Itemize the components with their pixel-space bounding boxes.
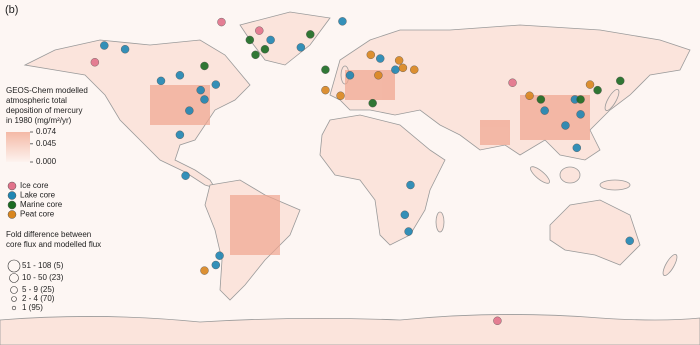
core-site — [200, 266, 209, 275]
continents — [0, 11, 700, 345]
new-zealand — [662, 254, 678, 276]
legend-swatch — [7, 191, 17, 200]
core-site — [181, 171, 190, 180]
core-site — [211, 80, 221, 89]
core-site — [90, 58, 100, 67]
legend-label: Peat core — [20, 210, 55, 219]
core-site — [185, 106, 194, 115]
core-site — [525, 91, 534, 100]
size-swatch — [7, 259, 21, 273]
core-site — [215, 251, 224, 260]
core-site — [376, 54, 385, 63]
core-site — [398, 63, 408, 73]
new-guinea — [599, 179, 631, 191]
madagascar — [435, 211, 445, 233]
core-site — [200, 95, 209, 104]
core-site — [366, 50, 375, 60]
deposition-hotspots — [150, 70, 590, 255]
core-site — [255, 26, 264, 35]
legend-label: Lake core — [20, 191, 56, 200]
core-site — [306, 30, 315, 39]
core-site — [266, 35, 275, 45]
core-site — [616, 76, 625, 86]
colorbar-title: deposition of mercury — [6, 106, 82, 115]
colorbar-title: in 1980 (mg/m²/yr) — [6, 116, 72, 125]
core-site — [576, 95, 585, 104]
colorbar-title: atmospheric total — [6, 96, 67, 105]
core-site — [593, 85, 602, 95]
colorbar-tick-label: 0.000 — [36, 157, 57, 166]
core-site — [394, 56, 404, 65]
australia — [549, 199, 641, 266]
core-site — [508, 78, 517, 87]
core-site — [321, 65, 330, 74]
size-legend-label: 5 - 9 (25) — [22, 285, 55, 294]
size-legend-label: 10 - 50 (23) — [22, 273, 64, 282]
legend-label: Marine core — [20, 200, 63, 209]
size-legend-title: Fold difference between — [6, 230, 91, 239]
core-site — [175, 71, 185, 80]
core-site — [175, 130, 185, 140]
size-legend-title: core flux and modelled flux — [6, 240, 101, 249]
core-site — [493, 316, 502, 325]
core-site — [120, 45, 130, 54]
legend-swatch — [7, 210, 17, 219]
core-site — [576, 110, 585, 119]
japan — [604, 89, 620, 111]
core-site — [406, 180, 415, 190]
eurasia — [329, 24, 691, 161]
core-site — [321, 85, 330, 95]
size-swatch — [11, 296, 17, 302]
core-site — [260, 45, 270, 54]
legend-swatch — [7, 181, 17, 191]
colorbar — [6, 132, 30, 162]
core-site — [585, 80, 595, 89]
core-site — [540, 106, 549, 115]
sites — [90, 17, 634, 325]
core-site — [211, 260, 221, 270]
size-legend-label: 1 (95) — [22, 303, 43, 312]
core-site — [336, 91, 345, 100]
borneo — [559, 166, 581, 184]
sumatra — [530, 166, 550, 184]
core-site — [196, 85, 205, 95]
core-site — [410, 65, 419, 74]
core-site — [400, 210, 410, 219]
core-site — [100, 41, 109, 50]
core-site — [251, 50, 260, 60]
core-site — [156, 76, 166, 86]
size-swatch — [10, 286, 18, 294]
core-site — [374, 71, 383, 80]
size-swatch — [11, 305, 17, 311]
legend-label: Ice core — [20, 181, 49, 190]
africa — [319, 114, 446, 246]
size-swatch — [9, 273, 19, 283]
colorbar-tick-label: 0.074 — [36, 127, 57, 136]
colorbar-tick-label: 0.045 — [36, 139, 57, 148]
core-site — [345, 71, 355, 80]
core-site — [338, 17, 347, 26]
legend-swatch — [7, 200, 17, 210]
core-site — [296, 43, 306, 52]
core-site — [200, 61, 209, 71]
core-site — [404, 227, 413, 236]
colorbar-title: GEOS-Chem modelled — [6, 86, 88, 95]
core-site — [572, 143, 581, 153]
core-site — [368, 98, 377, 108]
core-site — [561, 121, 570, 130]
core-site — [217, 17, 226, 27]
size-legend-label: 51 - 108 (5) — [22, 261, 64, 270]
core-site — [536, 95, 546, 104]
core-site — [245, 35, 255, 45]
antarctica — [0, 314, 700, 345]
size-legend-label: 2 - 4 (70) — [22, 294, 55, 303]
core-site — [625, 236, 634, 246]
north-america — [23, 39, 251, 189]
core-site — [391, 65, 400, 74]
panel-label: (b) — [5, 4, 18, 16]
